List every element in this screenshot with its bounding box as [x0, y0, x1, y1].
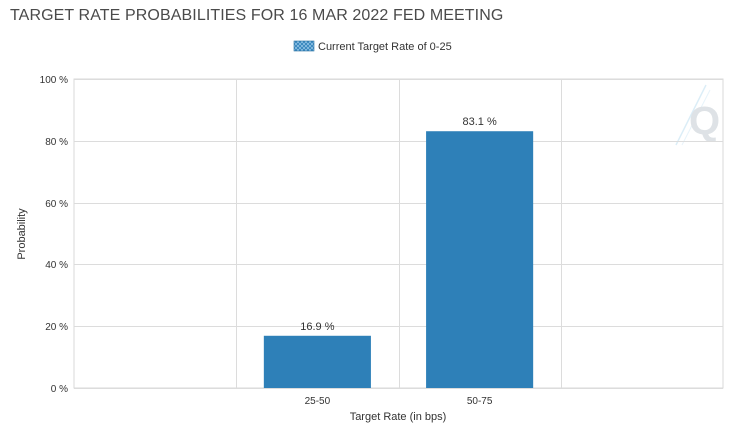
y-axis: 0 % 20 % 40 % 60 % 80 % 100 %: [40, 75, 68, 395]
x-tick-label: 50-75: [467, 396, 493, 407]
bar-value-label: 83.1 %: [463, 116, 497, 128]
bar[interactable]: [263, 335, 371, 388]
x-axis-title: Target Rate (in bps): [350, 411, 447, 423]
bar[interactable]: [426, 131, 534, 388]
y-tick-label: 20 %: [45, 322, 68, 333]
data-labels: 16.9 % 83.1 %: [300, 116, 497, 333]
plot-area: [73, 78, 724, 389]
bar-value-label: 16.9 %: [300, 321, 334, 333]
legend-label: Current Target Rate of 0-25: [318, 41, 452, 53]
y-tick-label: 0 %: [51, 384, 68, 395]
y-tick-label: 40 %: [45, 260, 68, 271]
x-tick-label: 25-50: [305, 396, 331, 407]
y-tick-label: 60 %: [45, 199, 68, 210]
y-tick-label: 100 %: [40, 75, 68, 86]
chart-title: TARGET RATE PROBABILITIES FOR 16 MAR 202…: [10, 7, 504, 24]
y-tick-label: 80 %: [45, 137, 68, 148]
legend[interactable]: Current Target Rate of 0-25: [293, 40, 452, 53]
watermark-text: Q: [689, 99, 720, 143]
y-axis-title: Probability: [16, 208, 28, 260]
legend-swatch: [293, 40, 315, 52]
x-axis: 25-50 50-75: [305, 396, 493, 407]
bars: [263, 131, 534, 388]
grid: [74, 79, 723, 389]
watermark-logo: Q: [675, 84, 720, 146]
